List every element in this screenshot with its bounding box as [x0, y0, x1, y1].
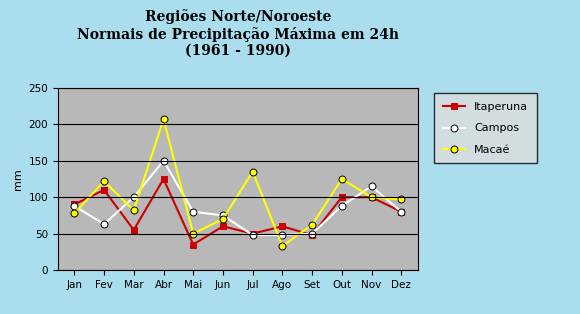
Itaperuna — [219, 225, 226, 228]
Text: Regiões Norte/Noroeste
Normais de Precipitação Máxima em 24h
(1961 - 1990): Regiões Norte/Noroeste Normais de Precip… — [77, 9, 399, 58]
Itaperuna — [160, 177, 167, 181]
Campos — [130, 195, 137, 199]
Line: Macaé: Macaé — [71, 116, 405, 249]
Campos — [71, 204, 78, 208]
Macaé — [398, 198, 405, 201]
Campos — [100, 222, 107, 226]
Itaperuna — [368, 195, 375, 199]
Campos — [219, 214, 226, 217]
Itaperuna — [338, 195, 345, 199]
Macaé — [71, 211, 78, 215]
Itaperuna — [279, 225, 286, 228]
Macaé — [368, 195, 375, 199]
Macaé — [249, 170, 256, 174]
Campos — [368, 184, 375, 188]
Itaperuna — [190, 243, 197, 246]
Y-axis label: mm: mm — [13, 168, 23, 190]
Campos — [398, 210, 405, 214]
Itaperuna — [249, 232, 256, 236]
Macaé — [219, 217, 226, 221]
Macaé — [100, 179, 107, 183]
Line: Itaperuna: Itaperuna — [71, 176, 405, 248]
Macaé — [279, 244, 286, 248]
Campos — [160, 159, 167, 163]
Macaé — [309, 223, 316, 227]
Macaé — [160, 117, 167, 121]
Itaperuna — [130, 228, 137, 232]
Campos — [338, 204, 345, 208]
Macaé — [190, 232, 197, 236]
Line: Campos: Campos — [71, 157, 405, 239]
Macaé — [130, 208, 137, 212]
Itaperuna — [71, 203, 78, 206]
Itaperuna — [398, 210, 405, 214]
Itaperuna — [309, 233, 316, 237]
Campos — [309, 232, 316, 236]
Campos — [249, 233, 256, 237]
Itaperuna — [100, 188, 107, 192]
Campos — [190, 210, 197, 214]
Legend: Itaperuna, Campos, Macaé: Itaperuna, Campos, Macaé — [434, 94, 537, 164]
Macaé — [338, 177, 345, 181]
Campos — [279, 233, 286, 237]
